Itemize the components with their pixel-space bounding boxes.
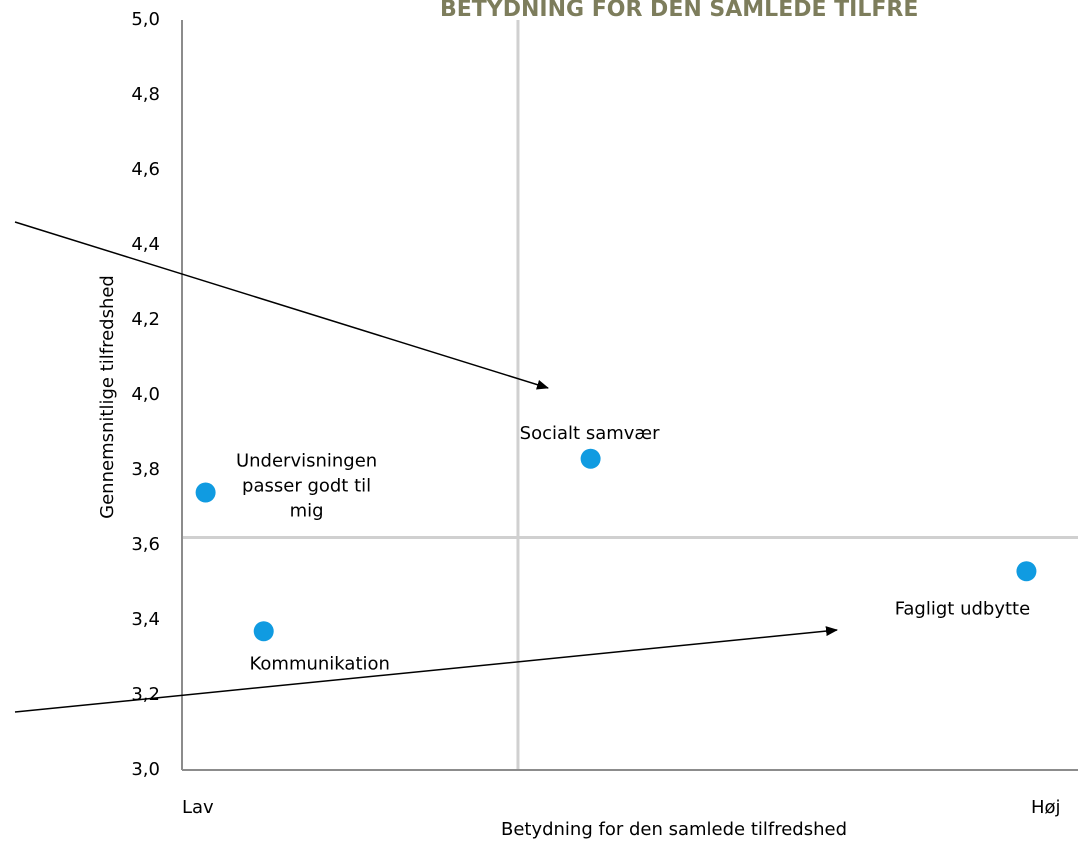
point-label: Kommunikation: [250, 653, 390, 674]
x-axis-label: Betydning for den samlede tilfredshed: [501, 819, 847, 840]
arrow: [14, 221, 549, 390]
y-tick-label: 3,0: [131, 759, 160, 780]
arrow: [14, 626, 838, 713]
y-tick-label: 3,8: [131, 459, 160, 480]
point: [195, 482, 216, 503]
point-label: Fagligt udbytte: [895, 598, 1030, 619]
point: [580, 448, 601, 469]
y-axis-label: Gennemsnitlige tilfredshed: [97, 275, 118, 519]
y-tick-label: 3,6: [131, 534, 160, 555]
chart-title: BETYDNING FOR DEN SAMLEDE TILFRE: [440, 0, 918, 22]
point-label: Undervisningen passer godt til mig: [236, 451, 377, 522]
y-tick-label: 4,6: [131, 159, 160, 180]
y-tick-label: 3,4: [131, 609, 160, 630]
point: [1016, 561, 1037, 582]
y-tick-label: 5,0: [131, 9, 160, 30]
point-label: Socialt samvær: [520, 423, 660, 444]
y-tick-label: 4,0: [131, 384, 160, 405]
point: [253, 621, 274, 642]
y-tick-label: 4,4: [131, 234, 160, 255]
y-tick-label: 4,8: [131, 84, 160, 105]
plot-area: [181, 20, 1078, 771]
x-tick-label: Høj: [1031, 797, 1061, 818]
y-tick-label: 4,2: [131, 309, 160, 330]
y-tick-label: 3,2: [131, 684, 160, 705]
x-tick-label: Lav: [182, 797, 214, 818]
